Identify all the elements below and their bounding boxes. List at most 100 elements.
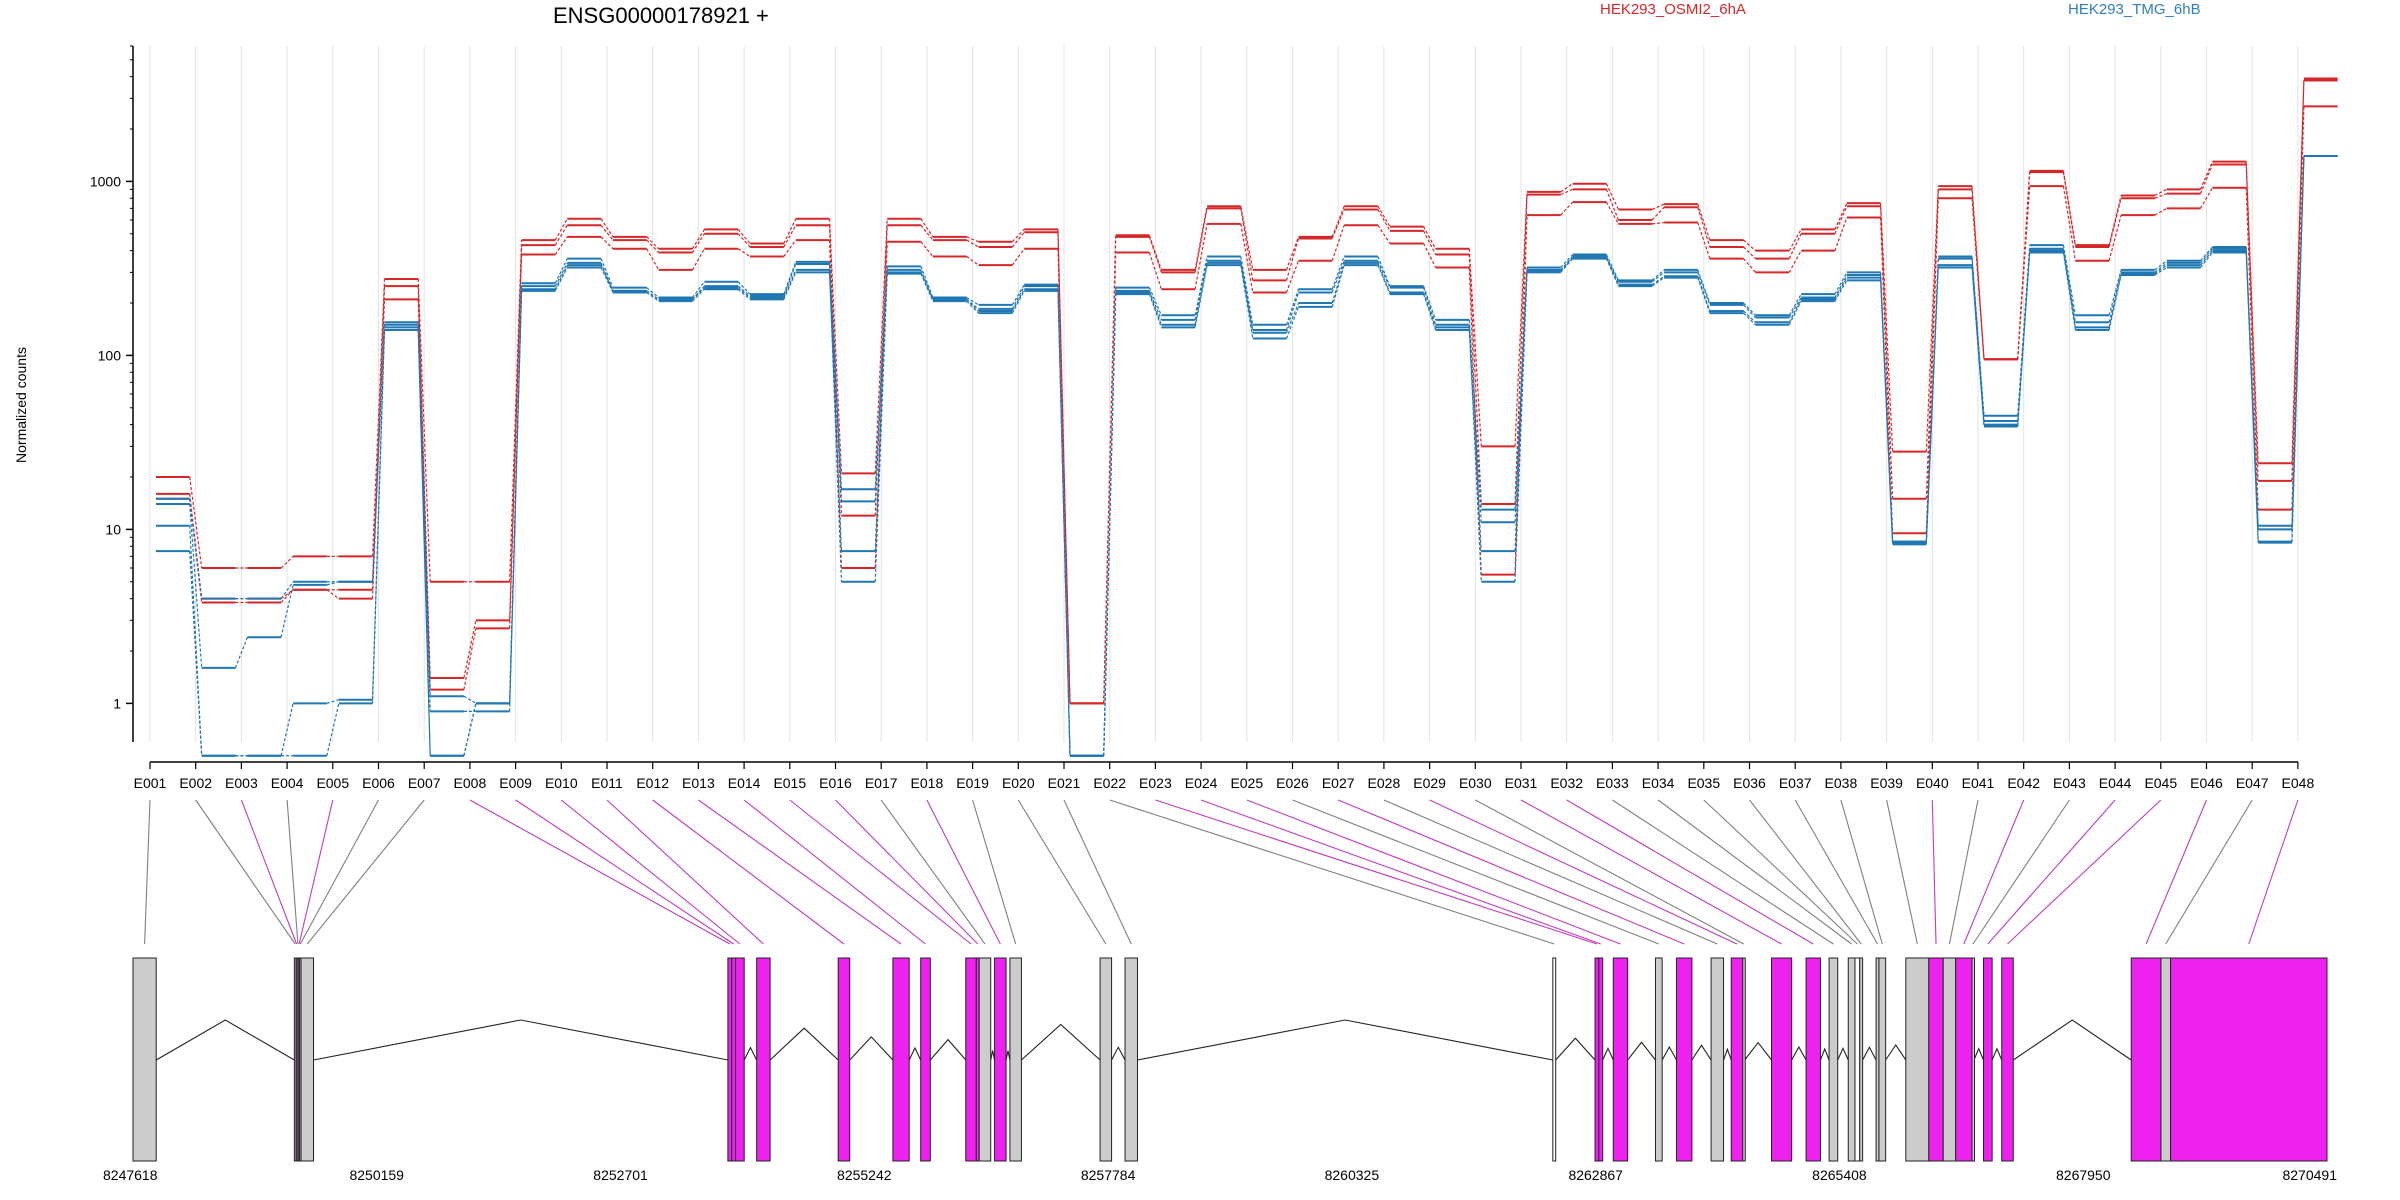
intron-line [849,1036,894,1061]
exon-label-E010: E010 [545,775,578,791]
exon-label-E048: E048 [2282,775,2315,791]
exon-tick-labels: E001 E002 E003 E004 E005 E006 E007 E008 E009 E010… [134,762,2315,791]
series-connector [189,503,203,668]
connector-E045 [2007,799,2162,945]
connector-E036 [1749,799,1862,945]
series-connector [2291,80,2305,481]
series-connector [2199,161,2214,190]
exon-block-E007 [300,957,315,1162]
series-connector [600,224,614,241]
connector-E044 [1987,799,2116,945]
exon-block-E013 [892,957,910,1162]
connector-E004 [286,799,299,945]
series-connector [2154,264,2168,275]
coordinate-label: 8257784 [1081,1167,1136,1183]
series-connector [1423,292,1437,328]
connector-E027 [1337,799,1685,945]
series-connector [1285,292,1300,331]
series-connector [2017,186,2031,360]
series-connector [2245,187,2259,510]
coordinate-label: 8262867 [1568,1167,1623,1183]
series-connector [2291,106,2305,510]
series-connector [463,703,477,756]
exon-block-E046 [2130,957,2162,1162]
series-connector [2154,207,2168,216]
connector-E041 [1948,799,1979,945]
series-connector [1148,235,1162,271]
exon-block-E039 [1905,957,1930,1162]
series-connector [874,241,888,569]
series-connector [1880,206,1894,499]
series-connector [1697,272,1711,306]
legend-entry-osmi2: HEK293_OSMI2_6hA [1600,1,1746,18]
exon-block-E009 [731,957,737,1162]
exon-label-E044: E044 [2099,775,2132,791]
exon-block-E012 [837,957,851,1162]
series-connector [554,267,568,292]
exon-label-E020: E020 [1002,775,1035,791]
axes: 1 10 100 1000 [90,45,2298,763]
intron-line [1021,1023,1101,1061]
exon-label-E019: E019 [956,775,989,791]
exon-label-E008: E008 [454,775,487,791]
intron-line [1723,1047,1732,1061]
series-connector [509,289,523,704]
intron-line [1005,1050,1011,1061]
series-connector [1011,290,1025,314]
series-connector [1880,277,1894,544]
series-connector [1743,239,1756,252]
connector-E007 [306,799,425,945]
series-HEK293_TMG_6hB-6 [156,154,2338,757]
vertical-gridlines [149,46,2299,742]
series-connector [280,555,294,569]
exon-block-E010 [735,957,745,1162]
y-tick-label: 100 [98,347,122,363]
series-connector [966,236,979,243]
series-connector [691,288,705,302]
exon-block-E008 [727,957,733,1162]
series-connector [189,476,203,569]
exon-label-E005: E005 [316,775,349,791]
series-connector [1743,304,1756,318]
exon-label-E012: E012 [636,775,669,791]
intron-line [1791,1045,1807,1061]
series-connector [1423,243,1437,268]
exon-block-E030 [1742,957,1746,1162]
series-connector [691,281,705,298]
exon-block-E026 [1654,957,1663,1162]
series-connector [1971,198,1985,360]
exon-label-E002: E002 [179,775,212,791]
series-connector [1560,257,1574,272]
series-connector [1514,267,1528,510]
series-connector [828,264,843,502]
series-connector [874,272,888,582]
series-connector [326,703,340,756]
series-connector [646,291,660,302]
series-connector [463,695,477,704]
intron-line [1819,1047,1830,1061]
series-connector [2108,269,2122,316]
series-connector [371,327,386,704]
series-connector [646,236,660,250]
series-connector [1743,312,1756,326]
connector-E028 [1383,799,1718,945]
series-connector [874,266,888,490]
connector-E047 [2165,799,2253,945]
series-connector [2200,246,2213,262]
exon-block-E017 [978,957,992,1162]
series-connector [1377,224,1391,244]
connector-E031 [1520,799,1782,945]
exon-label-E041: E041 [1962,775,1995,791]
exon-label-E004: E004 [271,775,304,791]
legend-entry-tmg: HEK293_TMG_6hB [2068,1,2201,18]
exon-label-E027: E027 [1322,775,1355,791]
series-connector [1834,272,1848,295]
series-connector [2062,245,2076,316]
exon-block-E023 [1594,957,1600,1162]
exon-label-E029: E029 [1413,775,1446,791]
coordinate-label: 8260325 [1325,1167,1380,1183]
intron-line [1862,1046,1877,1061]
series-connector [1788,250,1802,273]
exon-label-E015: E015 [773,775,806,791]
